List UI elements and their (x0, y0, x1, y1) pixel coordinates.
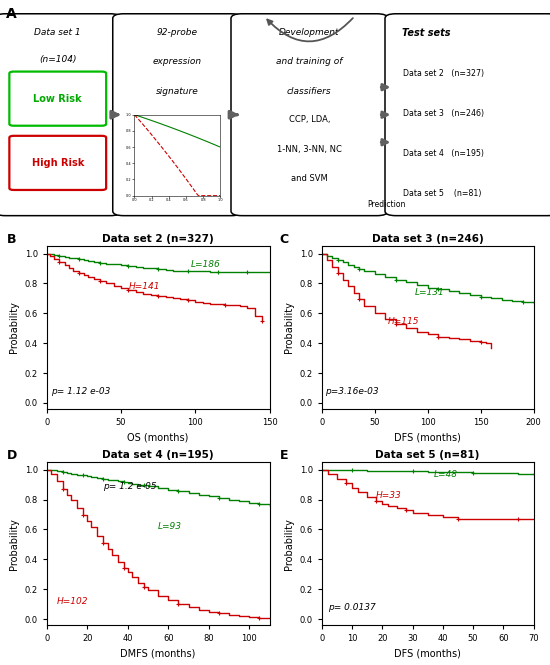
Text: L=186: L=186 (191, 260, 221, 269)
Text: (n=104): (n=104) (39, 55, 76, 64)
Text: D: D (7, 449, 17, 462)
Text: p= 1.2 e-05: p= 1.2 e-05 (103, 482, 157, 491)
Text: Test sets: Test sets (402, 27, 450, 37)
Text: Data set 1: Data set 1 (35, 27, 81, 37)
Title: Data set 3 (n=246): Data set 3 (n=246) (372, 234, 483, 244)
Text: Data set 5    (n=81): Data set 5 (n=81) (403, 190, 481, 198)
FancyBboxPatch shape (0, 14, 121, 215)
Text: p= 1.12 e-03: p= 1.12 e-03 (51, 387, 111, 396)
Text: signature: signature (156, 87, 199, 96)
Text: E: E (279, 449, 288, 462)
Y-axis label: Probability: Probability (284, 301, 294, 354)
FancyBboxPatch shape (113, 14, 242, 215)
Text: 1-NN, 3-NN, NC: 1-NN, 3-NN, NC (277, 144, 342, 154)
Text: L=93: L=93 (158, 523, 182, 531)
FancyBboxPatch shape (9, 72, 106, 126)
X-axis label: OS (months): OS (months) (128, 432, 189, 443)
Text: expression: expression (153, 57, 202, 66)
Text: and training of: and training of (276, 57, 343, 66)
Text: H=102: H=102 (57, 597, 89, 606)
X-axis label: DFS (months): DFS (months) (394, 432, 461, 443)
Text: Data set 3   (n=246): Data set 3 (n=246) (403, 109, 483, 118)
Text: CCP, LDA,: CCP, LDA, (289, 114, 330, 124)
X-axis label: DFS (months): DFS (months) (394, 648, 461, 659)
Text: Development: Development (279, 27, 340, 37)
Text: Low Risk: Low Risk (34, 94, 82, 104)
FancyBboxPatch shape (385, 14, 550, 215)
FancyBboxPatch shape (9, 136, 106, 190)
Text: B: B (7, 233, 16, 246)
Title: Data set 2 (n=327): Data set 2 (n=327) (102, 234, 214, 244)
FancyBboxPatch shape (231, 14, 388, 215)
Text: classifiers: classifiers (287, 87, 332, 96)
Text: 92-probe: 92-probe (157, 27, 198, 37)
Title: Data set 4 (n=195): Data set 4 (n=195) (102, 450, 214, 460)
Text: H=115: H=115 (387, 317, 419, 326)
Y-axis label: Probability: Probability (9, 517, 19, 570)
Title: Data set 5 (n=81): Data set 5 (n=81) (376, 450, 480, 460)
Y-axis label: Probability: Probability (9, 301, 19, 354)
Text: p= 0.0137: p= 0.0137 (328, 603, 376, 612)
Text: Data set 2   (n=327): Data set 2 (n=327) (403, 68, 483, 78)
Text: and SVM: and SVM (291, 174, 328, 184)
Text: L=131: L=131 (415, 289, 444, 297)
Y-axis label: Probability: Probability (284, 517, 294, 570)
Text: Prediction: Prediction (367, 200, 405, 209)
Text: H=33: H=33 (376, 491, 402, 500)
Text: A: A (6, 7, 16, 21)
Text: H=141: H=141 (129, 283, 160, 291)
Text: p=3.16e-03: p=3.16e-03 (325, 387, 378, 396)
X-axis label: DMFS (months): DMFS (months) (120, 648, 196, 659)
Text: Data set 4   (n=195): Data set 4 (n=195) (403, 149, 483, 158)
Text: C: C (279, 233, 289, 246)
Text: High Risk: High Risk (31, 158, 84, 168)
Text: L=48: L=48 (433, 470, 458, 479)
